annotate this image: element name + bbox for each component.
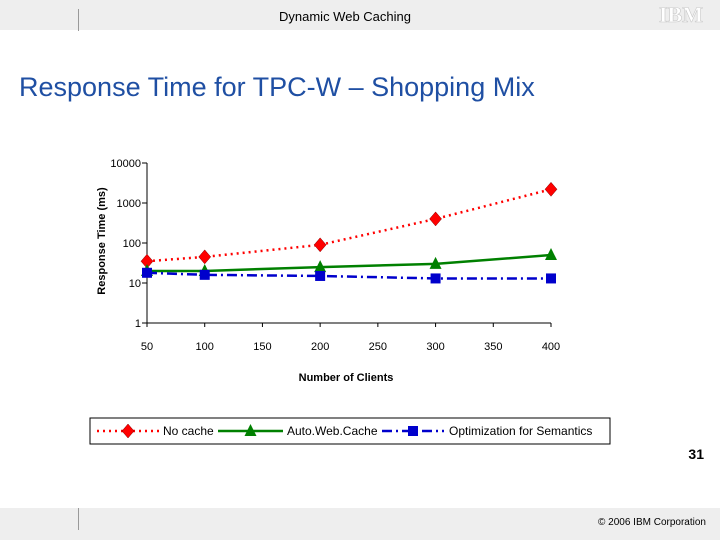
y-tick-label: 1 bbox=[135, 318, 141, 330]
x-tick-label: 150 bbox=[253, 341, 271, 353]
y-tick-label: 10000 bbox=[110, 158, 141, 170]
series-line-2 bbox=[146, 271, 551, 280]
legend-marker-0 bbox=[121, 423, 135, 439]
header-bar: Dynamic Web Caching IBM bbox=[0, 0, 720, 31]
y-tick-label: 100 bbox=[123, 238, 141, 250]
ibm-logo: IBM bbox=[659, 2, 704, 27]
series-line-0 bbox=[146, 188, 552, 263]
legend-label-2: Optimization for Semantics bbox=[449, 424, 592, 438]
data-point-2-0 bbox=[142, 267, 152, 278]
legend-label-1: Auto.Web.Cache bbox=[287, 424, 378, 438]
data-point-2-1 bbox=[199, 269, 210, 280]
x-tick-label: 300 bbox=[426, 341, 444, 353]
legend-marker-2 bbox=[408, 426, 418, 436]
y-axis-label: Response Time (ms) bbox=[96, 187, 108, 295]
legend-marker-1 bbox=[244, 424, 257, 436]
slide-title: Response Time for TPC-W – Shopping Mix bbox=[19, 72, 535, 102]
x-tick-label: 250 bbox=[369, 341, 387, 353]
data-point-2-4 bbox=[546, 273, 556, 284]
data-point-0-2 bbox=[313, 237, 327, 253]
x-tick-label: 200 bbox=[311, 341, 329, 353]
data-point-0-3 bbox=[429, 211, 442, 227]
header-divider bbox=[78, 9, 79, 31]
legend-box bbox=[89, 417, 611, 445]
copyright: © 2006 IBM Corporation bbox=[598, 517, 706, 528]
data-point-0-4 bbox=[544, 181, 558, 197]
x-tick-label: 100 bbox=[196, 341, 214, 353]
x-tick-label: 50 bbox=[141, 341, 153, 353]
legend-label-0: No cache bbox=[163, 424, 214, 438]
page-number: 31 bbox=[688, 446, 704, 462]
data-point-2-3 bbox=[430, 273, 441, 284]
footer-divider bbox=[78, 508, 79, 530]
data-point-2-2 bbox=[315, 270, 326, 281]
y-tick-label: 1000 bbox=[117, 198, 141, 210]
x-tick-label: 400 bbox=[542, 341, 560, 353]
header-title: Dynamic Web Caching bbox=[279, 9, 411, 24]
footer-bar: © 2006 IBM Corporation bbox=[0, 508, 720, 540]
x-axis-label: Number of Clients bbox=[299, 372, 394, 384]
ibm-logo-text: IBM bbox=[659, 2, 703, 27]
data-point-1-3 bbox=[429, 256, 442, 269]
data-point-1-4 bbox=[545, 248, 557, 261]
x-tick-label: 350 bbox=[484, 341, 502, 353]
data-point-0-1 bbox=[198, 249, 212, 265]
data-point-1-2 bbox=[314, 260, 327, 273]
y-tick-label: 10 bbox=[129, 278, 141, 290]
